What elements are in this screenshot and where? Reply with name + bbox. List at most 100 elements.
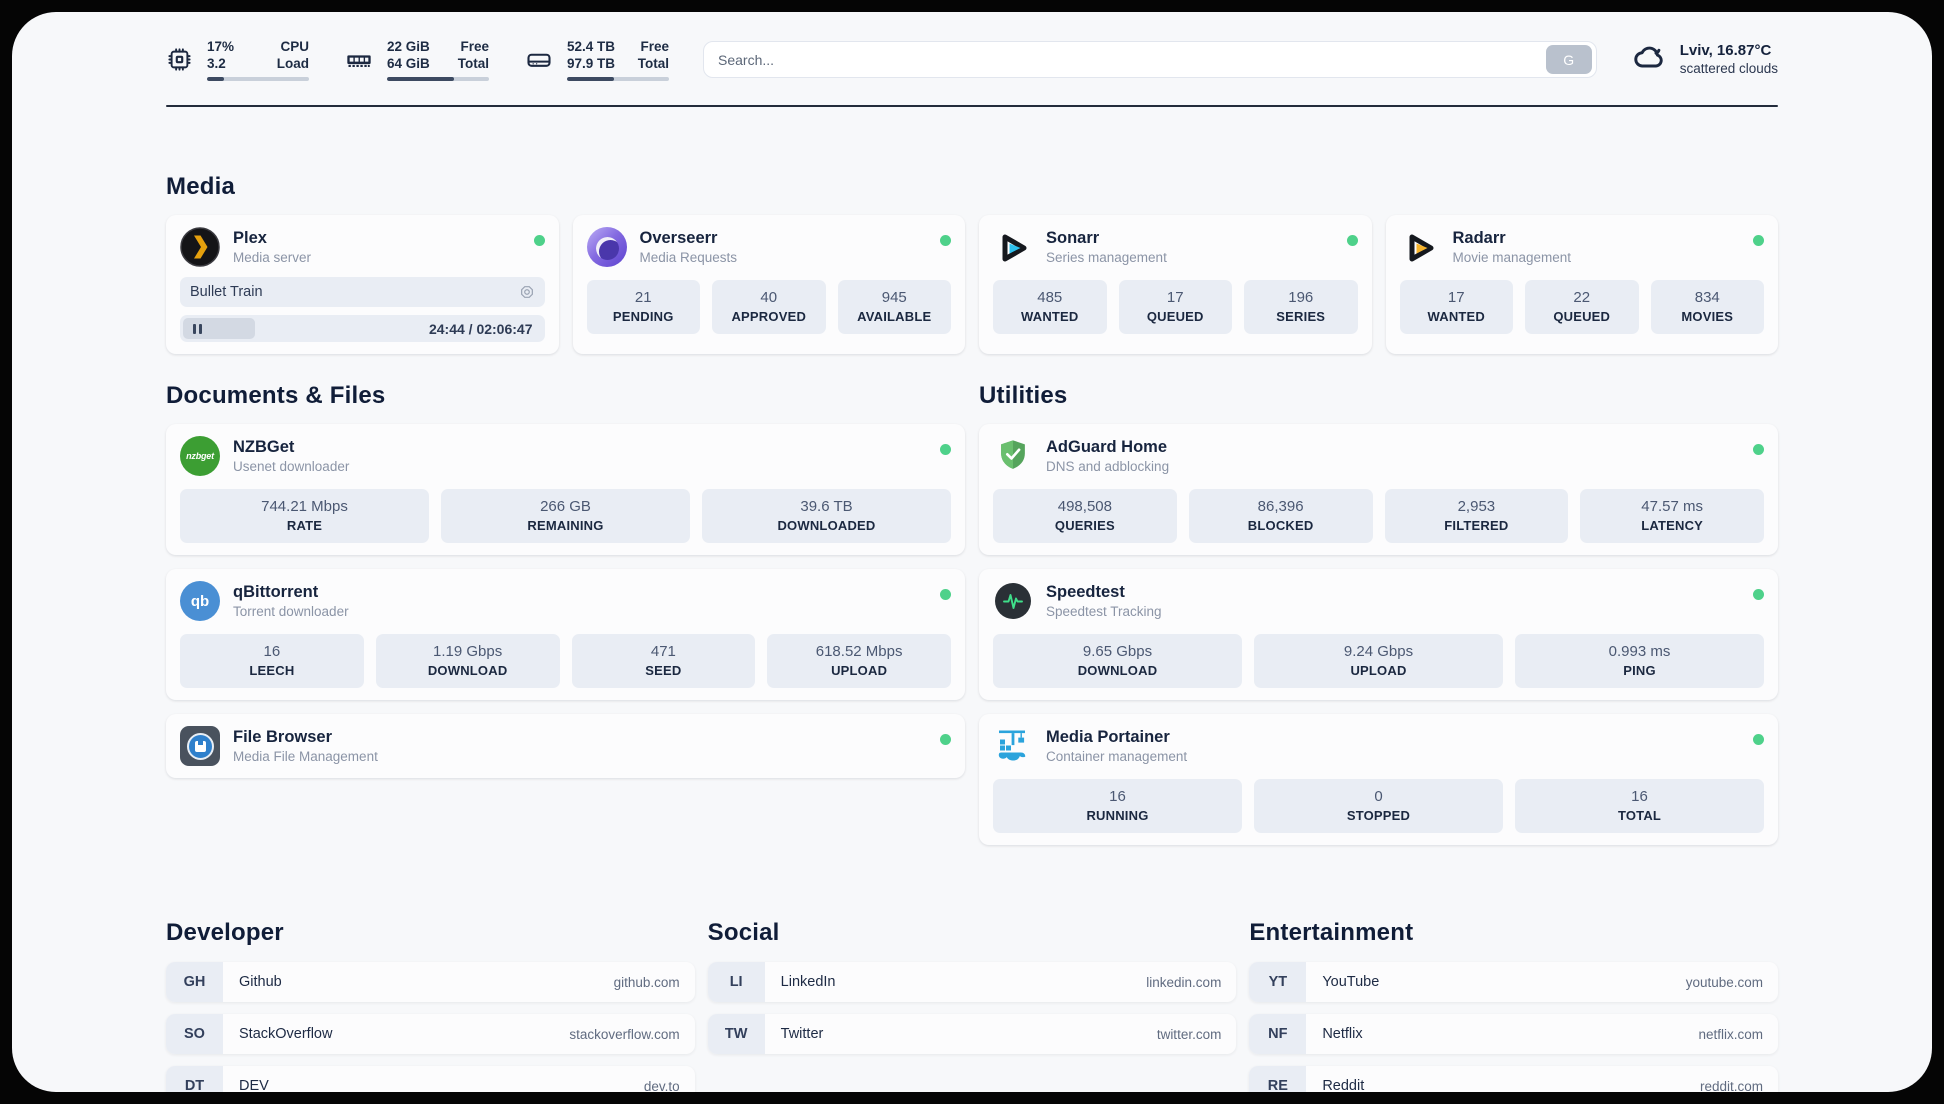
stat-upload: 618.52 Mbps UPLOAD: [767, 634, 951, 688]
link-url: dev.to: [643, 1078, 680, 1093]
stat-queries: 498,508 QUERIES: [993, 489, 1177, 543]
stat-remaining: 266 GB REMAINING: [441, 489, 690, 543]
app-title: Speedtest: [1046, 582, 1125, 601]
link-linkedin[interactable]: LI LinkedIn linkedin.com: [707, 962, 1237, 1002]
link-name: Github: [239, 974, 282, 990]
app-title: NZBGet: [233, 437, 295, 456]
weather-location-temp: Lviv, 16.87°C: [1679, 41, 1772, 59]
hard-drive-icon: [525, 46, 553, 74]
link-youtube[interactable]: YT YouTube youtube.com: [1249, 962, 1778, 1002]
app-card-overseerr[interactable]: Overseerr Media Requests 21 PENDING 40 A…: [572, 215, 965, 354]
link-name: StackOverflow: [239, 1026, 333, 1042]
cpu-progress-bar: [207, 77, 309, 81]
status-dot: [940, 235, 951, 246]
section-title-utilities: Utilities: [979, 382, 1068, 409]
disk-progress-bar: [567, 77, 669, 81]
utilities-column: Utilities AdGuard Home: [979, 382, 1778, 859]
stat-queued: 22 QUEUED: [1525, 280, 1639, 334]
link-name: LinkedIn: [780, 974, 836, 990]
pause-button[interactable]: [183, 318, 255, 339]
app-subtitle: Speedtest Tracking: [1046, 603, 1162, 619]
speedtest-pulse-icon: [993, 581, 1033, 621]
app-card-qbittorrent[interactable]: qb qBittorrent Torrent downloader 16 LEE…: [166, 569, 965, 700]
app-card-sonarr[interactable]: Sonarr Series management 485 WANTED 17 Q…: [979, 215, 1372, 354]
link-url: github.com: [613, 974, 680, 990]
link-url: twitter.com: [1156, 1026, 1222, 1042]
playback-progress-row: 24:44 / 02:06:47: [180, 315, 545, 342]
stat-pending: 21 PENDING: [586, 280, 700, 334]
top-bar: 17% 3.2 CPU Load: [166, 38, 1778, 81]
stat-movies: 834 MOVIES: [1650, 280, 1764, 334]
section-title-entertainment: Entertainment: [1249, 919, 1414, 946]
link-twitter[interactable]: TW Twitter twitter.com: [707, 1014, 1237, 1054]
link-github[interactable]: GH Github github.com: [166, 962, 695, 1002]
session-record-icon[interactable]: [519, 284, 535, 300]
stat-filtered: 2,953 FILTERED: [1384, 489, 1569, 543]
sonarr-icon: [993, 227, 1033, 267]
stat-approved: 40 APPROVED: [712, 280, 826, 334]
link-dev[interactable]: DT DEV dev.to: [166, 1066, 695, 1092]
app-subtitle: Series management: [1046, 249, 1167, 265]
documents-column: Documents & Files nzbget NZBGet Usenet d…: [166, 382, 965, 792]
app-card-speedtest[interactable]: Speedtest Speedtest Tracking 9.65 Gbps D…: [979, 569, 1778, 700]
cloud-icon: [1631, 39, 1668, 81]
app-title: Media Portainer: [1046, 727, 1170, 746]
stat-download: 1.19 Gbps DOWNLOAD: [375, 634, 560, 688]
app-title: Overseerr: [639, 228, 718, 247]
app-card-portainer[interactable]: Media Portainer Container management 16 …: [979, 714, 1778, 845]
stat-wanted: 17 WANTED: [1399, 280, 1513, 334]
cpu-label: CPU: [280, 39, 309, 54]
memory-icon: [345, 46, 373, 74]
memory-free-value: 22 GiB: [387, 39, 430, 54]
section-title-developer: Developer: [166, 919, 284, 946]
link-abbr-badge: LI: [707, 962, 765, 1002]
app-subtitle: Container management: [1046, 748, 1188, 764]
stat-stopped: 0 STOPPED: [1254, 779, 1503, 833]
stat-blocked: 86,396 BLOCKED: [1188, 489, 1373, 543]
radarr-icon: [1400, 227, 1440, 267]
link-abbr-badge: GH: [166, 962, 223, 1002]
dashboard-page: 17% 3.2 CPU Load: [12, 12, 1932, 1092]
memory-progress-bar: [387, 77, 489, 81]
app-card-plex[interactable]: Plex Media server Bullet Train: [166, 215, 559, 354]
search-engine-button[interactable]: G: [1545, 45, 1592, 74]
status-dot: [1753, 235, 1764, 246]
search-bar: G: [703, 41, 1597, 78]
link-url: youtube.com: [1685, 974, 1763, 990]
app-title: Plex: [233, 228, 267, 247]
stat-available: 945 AVAILABLE: [837, 280, 951, 334]
stat-queued: 17 QUEUED: [1118, 280, 1232, 334]
developer-links: Developer GH Github github.com SO StackO…: [166, 919, 695, 1092]
link-abbr-badge: YT: [1249, 962, 1307, 1002]
link-name: Netflix: [1322, 1026, 1363, 1042]
stat-download: 9.65 Gbps DOWNLOAD: [993, 634, 1242, 688]
app-card-filebrowser[interactable]: File Browser Media File Management: [166, 714, 965, 778]
app-card-adguard[interactable]: AdGuard Home DNS and adblocking 498,508 …: [979, 424, 1778, 555]
status-dot: [1753, 444, 1764, 455]
memory-free-label: Free: [460, 39, 489, 54]
app-card-radarr[interactable]: Radarr Movie management 17 WANTED 22 QUE…: [1385, 215, 1778, 354]
status-dot: [533, 235, 545, 246]
app-subtitle: DNS and adblocking: [1046, 458, 1170, 474]
link-stackoverflow[interactable]: SO StackOverflow stackoverflow.com: [166, 1014, 695, 1054]
link-url: netflix.com: [1698, 1026, 1763, 1042]
now-playing-title: Bullet Train: [190, 284, 263, 300]
link-url: linkedin.com: [1146, 974, 1222, 990]
stat-downloaded: 39.6 TB DOWNLOADED: [702, 489, 951, 543]
link-abbr-badge: SO: [166, 1014, 223, 1054]
overseerr-icon: [586, 227, 627, 267]
status-dot: [940, 444, 951, 455]
cpu-usage-value: 17%: [207, 39, 235, 54]
app-title: Sonarr: [1046, 228, 1100, 247]
adguard-shield-icon: [993, 436, 1033, 476]
weather-condition: scattered clouds: [1679, 60, 1778, 76]
filebrowser-icon: [180, 726, 220, 766]
app-subtitle: Movie management: [1452, 249, 1572, 265]
status-dot: [940, 734, 951, 745]
app-card-nzbget[interactable]: nzbget NZBGet Usenet downloader 744.21 M…: [166, 424, 965, 555]
section-title-media: Media: [166, 173, 236, 200]
link-netflix[interactable]: NF Netflix netflix.com: [1249, 1014, 1778, 1054]
link-reddit[interactable]: RE Reddit reddit.com: [1249, 1066, 1778, 1092]
memory-total-value: 64 GiB: [387, 56, 430, 71]
search-input[interactable]: [718, 51, 1546, 68]
